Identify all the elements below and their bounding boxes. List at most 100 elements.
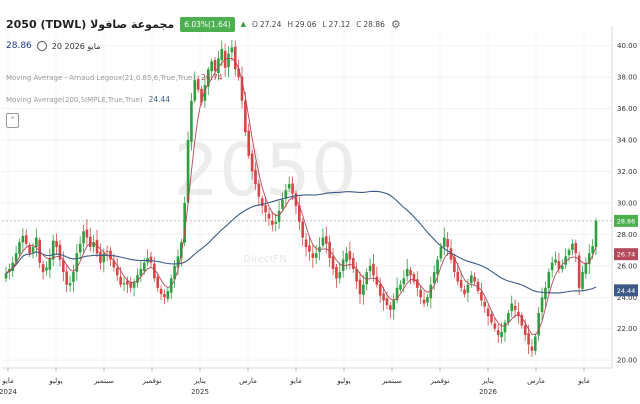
candle-body [301,221,304,238]
candle-body [41,264,45,273]
candle-body [227,53,230,68]
candle-body [372,263,375,276]
x-tick-label: سبتمبر [93,377,114,385]
candle-body [203,85,207,101]
candle-body [527,333,530,345]
candle-body [166,290,170,299]
x-tick-label: مارس [527,377,545,385]
ohlc-close: C 28.86 [356,19,385,29]
candle-body [345,253,348,262]
symbol-title: 2050 (TDWL) مجموعة صافولا [6,17,175,31]
candle-body [311,253,315,258]
ohlc-high: H 29.06 [287,19,317,29]
candle-body [149,256,153,263]
candle-body [432,272,436,284]
candle-body [405,268,409,277]
collapse-button[interactable]: ˄ [6,113,19,128]
candle-body [190,100,193,142]
candle-body [45,267,48,271]
candle-body [466,284,470,293]
candle-body [206,69,210,87]
candle-body [517,311,520,317]
up-arrow-icon: ▲ [240,20,246,28]
candle-body [51,240,55,260]
candle-body [196,79,200,90]
symbol-header: 2050 (TDWL) مجموعة صافولا 6.03%(1.64) ▲ … [6,14,401,34]
candle-body [550,262,554,271]
candle-body [129,282,133,288]
y-tick-label: 26.00 [617,262,637,270]
candle-body [217,58,220,74]
candle-body [112,260,116,268]
candle-body [446,238,449,247]
candle-body [68,283,72,286]
candle-body [132,281,136,288]
y-tick-label: 36.00 [617,105,637,113]
candle-body [469,275,473,284]
candle-body [480,292,483,301]
y-tick-label: 40.00 [617,42,637,50]
candle-body [442,237,446,247]
candle-body [139,268,143,276]
indicator-alma[interactable]: Moving Average - Arnaud Legoux(21,0.85,6… [6,73,223,82]
x-tick-year: 2026 [479,388,497,396]
candle-body [392,300,396,310]
candle-body [85,229,89,238]
candle-body [355,268,358,282]
candle-body [115,267,119,276]
candle-body [338,272,342,279]
candle-body [574,242,578,254]
candle-body [119,276,122,285]
candle-body [348,251,352,260]
indicator-sma[interactable]: Moving Average(200,SIMPLE,True,True) 24.4… [6,95,170,104]
candle-body [523,325,527,335]
y-tick-label: 24.00 [617,294,637,302]
ohlc-open: O 27.24 [251,19,282,29]
candle-body [520,315,524,326]
x-tick-label: مايو [1,377,14,385]
candle-body [99,251,102,263]
candle-body [395,287,399,301]
candle-body [126,280,129,285]
gear-icon[interactable]: ⚙ [390,17,401,31]
candle-body [153,263,156,279]
candle-body [351,257,355,269]
candle-body [173,265,176,280]
x-tick-label: يناير [481,377,494,385]
y-tick-label: 38.00 [617,74,637,82]
candle-body [250,153,254,172]
candle-body [257,183,261,197]
candle-body [18,242,21,254]
candle-body [254,170,257,185]
candle-body [429,284,433,299]
price-tag-label: 28.86 [617,217,636,225]
candle-body [264,205,267,213]
indicator-sma-value: 24.44 [148,95,171,104]
x-tick-label: نوفمبر [430,377,450,385]
candle-body [554,259,557,263]
candle-body [240,76,244,101]
candle-body [331,256,335,269]
last-price-row: 28.86 مايو 2026 20 [6,41,100,51]
price-tag-bg [614,248,638,261]
candle-body [530,346,534,351]
candle-body [587,253,591,265]
watermark-symbol: 2050 [173,128,356,212]
candle-body [271,220,274,225]
candle-body [594,220,598,247]
candle-body [483,301,487,307]
candle-body [540,297,544,313]
candle-body [328,241,331,258]
candle-body [213,59,217,71]
candle-body [28,245,31,254]
candle-body [389,305,392,310]
y-tick-label: 32.00 [617,168,637,176]
x-tick-label: يوليو [336,377,350,385]
x-tick-label: يناير [193,377,206,385]
candle-body [557,261,561,269]
candle-body [547,272,551,289]
candle-body [503,322,507,333]
candle-body [220,48,224,61]
